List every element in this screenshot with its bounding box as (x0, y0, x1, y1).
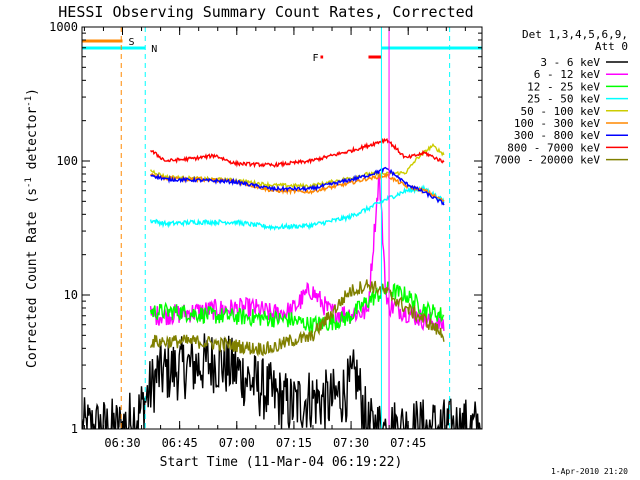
axis-layer: 1 10 100 1000 06:30 06:45 07:00 07:15 07:30 07:45 (49, 20, 482, 450)
legend-label: 6 - 12 keV (534, 68, 601, 81)
y-tick-label: 100 (56, 154, 78, 168)
legend-label: 3 - 6 keV (540, 56, 600, 69)
y-axis-label-sup2: -1 (24, 96, 34, 107)
legend-header-2: Att 0 (595, 40, 628, 53)
annotation-layer: S N F (82, 27, 482, 429)
y-tick-label: 1 (71, 422, 78, 436)
x-tick-label: 07:45 (390, 436, 426, 450)
series-line (150, 137, 445, 169)
chart-title: HESSI Observing Summary Count Rates, Cor… (58, 3, 473, 21)
annotation-label: F (312, 53, 318, 64)
x-tick-label: 07:30 (333, 436, 369, 450)
series-layer (82, 137, 482, 429)
annotation-label: S (128, 37, 134, 48)
series-line (149, 281, 445, 334)
plot-frame (81, 26, 483, 430)
y-axis-label-sup1: -1 (24, 177, 34, 188)
y-tick-label: 1000 (49, 20, 78, 34)
series-line (82, 333, 482, 429)
series-line (150, 166, 445, 206)
series-group (82, 137, 482, 429)
x-tick-label: 07:15 (276, 436, 312, 450)
legend-label: 50 - 100 keV (521, 105, 601, 118)
series-line (149, 184, 445, 232)
legend-label: 800 - 7000 keV (507, 141, 600, 154)
annotation-label: N (151, 44, 157, 55)
x-tick-label: 06:30 (104, 436, 140, 450)
x-axis-label: Start Time (11-Mar-04 06:19:22) (160, 455, 403, 470)
date-stamp: 1-Apr-2010 21:20 (551, 467, 628, 476)
x-tick-label: 06:45 (162, 436, 198, 450)
y-tick-label: 10 (64, 288, 78, 302)
series-line (149, 279, 445, 357)
x-tick-label: 07:00 (219, 436, 255, 450)
legend-label: 25 - 50 keV (527, 93, 600, 106)
legend-header-1: Det 1,3,4,5,6,9, (522, 28, 628, 41)
legend-label: 100 - 300 keV (514, 117, 600, 130)
legend-label: 7000 - 20000 keV (494, 154, 600, 167)
y-axis-label-end: ) (25, 88, 40, 96)
legend-label: 12 - 25 keV (527, 80, 600, 93)
y-axis-label: Corrected Count Rate (s-1 detector-1) (24, 88, 40, 368)
y-axis-label-main: Corrected Count Rate (s (25, 188, 40, 368)
legend-label: 300 - 800 keV (514, 129, 600, 142)
y-axis-label-mid: detector (25, 107, 40, 178)
